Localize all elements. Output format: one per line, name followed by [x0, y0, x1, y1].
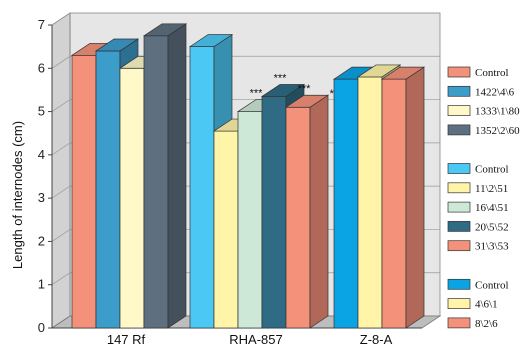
legend: Control 1422\4\6 1333\1\80 1352\2\60 Control…: [447, 66, 520, 330]
legend-swatch: [447, 105, 471, 116]
y-tick-label: 5: [38, 104, 45, 119]
bar: [284, 94, 330, 329]
legend-swatch: [447, 66, 471, 78]
x-category-label: 147 Rf: [107, 332, 146, 347]
legend-label: 31\3\53: [475, 241, 509, 253]
legend-swatch: [447, 240, 471, 252]
y-tick-label: 0: [38, 320, 45, 335]
y-axis-label: Length of internodes (cm): [10, 121, 25, 269]
significance-label: ***: [298, 83, 312, 95]
y-tick-label: 7: [38, 17, 45, 32]
bar: [142, 23, 188, 329]
bar: [380, 66, 426, 329]
legend-label: 1352\2\60: [475, 125, 520, 137]
y-tick-label: 2: [38, 233, 45, 248]
legend-label: Control: [475, 164, 509, 176]
legend-swatch: [447, 124, 471, 136]
legend-swatch: [447, 278, 471, 290]
legend-label: 4\6\1: [475, 299, 498, 311]
gridline: [51, 12, 440, 26]
legend-item: Control: [447, 278, 509, 291]
legend-swatch: [447, 85, 471, 97]
legend-item: 16\4\51: [447, 201, 509, 214]
legend-swatch: [447, 182, 471, 194]
x-category-label: Z-8-A: [360, 332, 393, 347]
legend-label: 1333\1\80: [475, 106, 520, 118]
legend-label: 20\5\52: [475, 221, 509, 233]
legend-label: Control: [475, 67, 509, 79]
legend-swatch: [447, 201, 471, 213]
significance-label: ***: [274, 72, 288, 84]
legend-item: 1422\4\6: [447, 85, 515, 98]
legend-label: 8\2\6: [475, 318, 498, 330]
y-tick-label: 6: [38, 60, 45, 75]
significance-label: ***: [250, 88, 264, 100]
legend-item: 20\5\52: [447, 221, 509, 233]
legend-item: 8\2\6: [447, 317, 498, 330]
legend-item: Control: [447, 66, 509, 79]
legend-label: Control: [475, 279, 509, 291]
legend-label: 11\2\51: [475, 183, 508, 195]
legend-item: 11\2\51: [447, 182, 508, 195]
legend-item: Control: [447, 163, 509, 176]
bars: ************: [70, 23, 426, 329]
legend-swatch: [447, 221, 471, 232]
y-tick-label: 1: [38, 277, 45, 292]
legend-swatch: [447, 298, 471, 309]
legend-item: 31\3\53: [447, 240, 509, 253]
side-wall: [51, 12, 71, 329]
legend-item: 1333\1\80: [447, 105, 520, 118]
legend-swatch: [447, 317, 471, 329]
y-tick-label: 3: [38, 190, 45, 205]
x-axis-categories: 147 Rf RHA-857 Z-8-A: [107, 332, 393, 347]
legend-label: 16\4\51: [475, 202, 509, 214]
legend-item: 4\6\1: [447, 298, 498, 311]
legend-label: 1422\4\6: [475, 86, 515, 98]
legend-item: 1352\2\60: [447, 124, 520, 137]
legend-swatch: [447, 163, 471, 174]
x-category-label: RHA-857: [229, 332, 282, 347]
gridline: [51, 55, 440, 69]
y-tick-label: 4: [38, 147, 45, 162]
